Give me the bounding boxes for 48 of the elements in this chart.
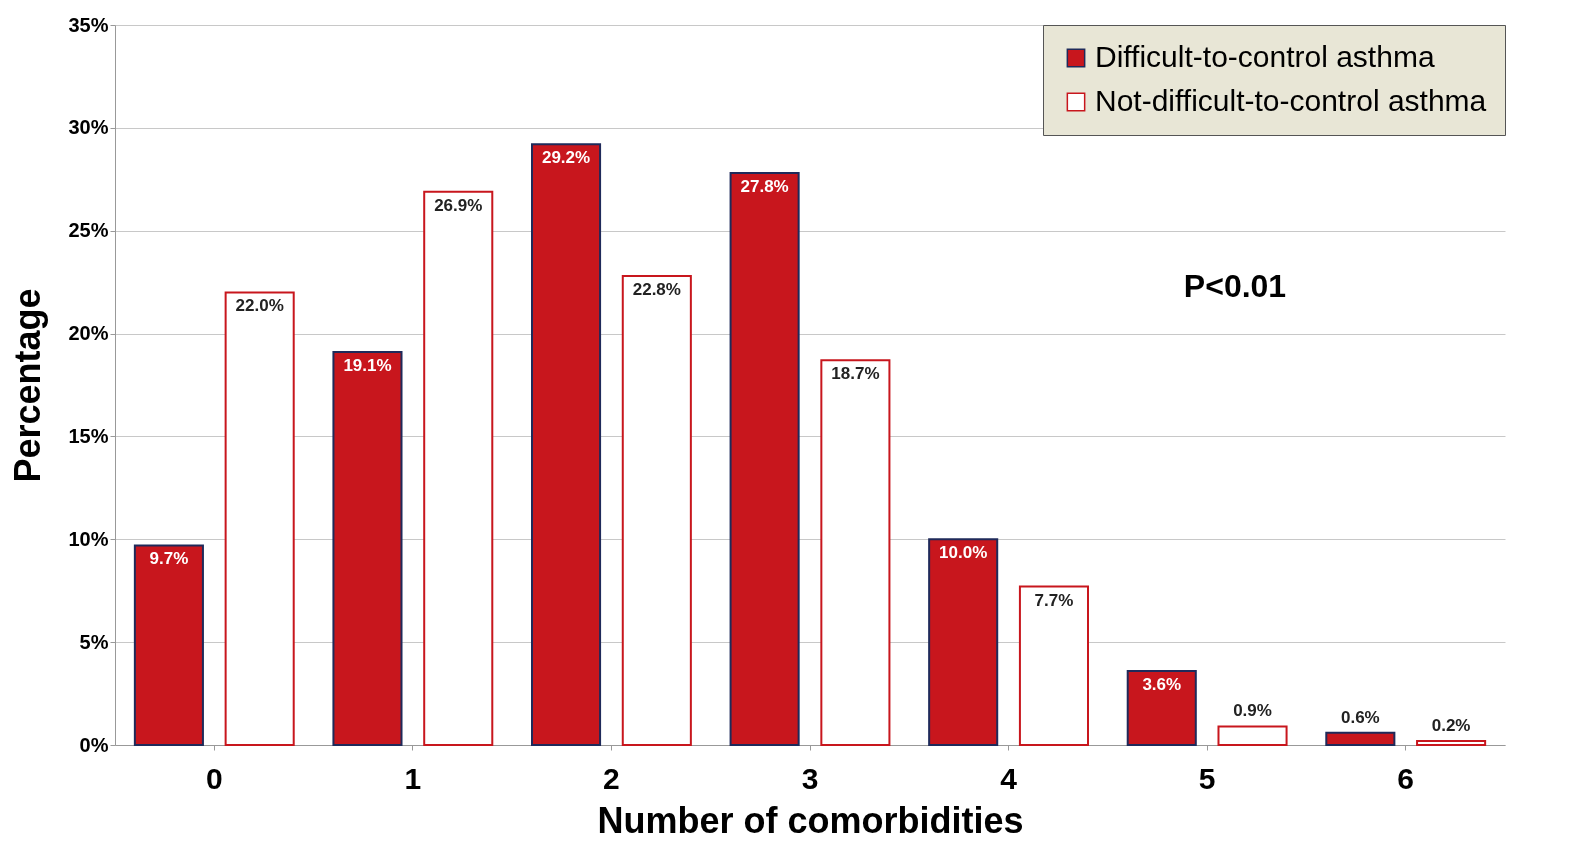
bar bbox=[928, 538, 999, 746]
bar bbox=[133, 544, 204, 746]
y-tick-label: 35% bbox=[68, 13, 109, 36]
x-tick-label: 5 bbox=[1198, 761, 1216, 795]
x-tick-label: 6 bbox=[1397, 761, 1415, 795]
data-label: 7.7% bbox=[1034, 590, 1074, 610]
x-tick-label: 4 bbox=[1000, 761, 1018, 795]
x-axis-title: Number of comorbidities bbox=[597, 799, 1024, 841]
bar bbox=[621, 274, 692, 746]
annotation: P<0.01 bbox=[1183, 268, 1287, 304]
data-label: 19.1% bbox=[343, 356, 392, 376]
x-tick-label: 2 bbox=[603, 761, 620, 795]
data-label: 22.0% bbox=[235, 296, 284, 316]
x-tick-label: 3 bbox=[801, 761, 819, 795]
y-tick-label: 5% bbox=[79, 630, 109, 653]
bar bbox=[531, 143, 602, 746]
data-label: 27.8% bbox=[740, 177, 789, 197]
y-tick-label: 25% bbox=[68, 219, 109, 242]
data-label: 29.2% bbox=[541, 148, 591, 168]
bar bbox=[1325, 731, 1396, 746]
bar bbox=[423, 190, 494, 746]
data-label: 0.9% bbox=[1233, 701, 1272, 721]
data-label: 3.6% bbox=[1142, 674, 1182, 694]
bar bbox=[729, 172, 800, 746]
x-tick-label: 0 bbox=[205, 761, 223, 795]
data-label: 9.7% bbox=[149, 549, 189, 569]
bar bbox=[1018, 585, 1089, 746]
y-tick-label: 20% bbox=[68, 322, 109, 345]
y-tick-label: 15% bbox=[68, 424, 109, 447]
data-label: 18.7% bbox=[831, 364, 880, 384]
legend-label: Difficult-to-control asthma bbox=[1095, 40, 1435, 73]
legend-label: Not-difficult-to-control asthma bbox=[1095, 84, 1487, 117]
bar bbox=[224, 291, 295, 746]
y-tick-label: 30% bbox=[68, 116, 109, 139]
x-tick-label: 1 bbox=[404, 761, 422, 795]
bar bbox=[332, 351, 403, 746]
y-tick-label: 0% bbox=[79, 733, 109, 756]
data-label: 0.2% bbox=[1431, 715, 1471, 735]
bar bbox=[820, 359, 891, 746]
data-label: 26.9% bbox=[434, 195, 483, 215]
bar bbox=[1126, 669, 1197, 746]
bar bbox=[1416, 739, 1487, 746]
y-axis-title: Percentage bbox=[7, 288, 49, 483]
data-label: 10.0% bbox=[939, 543, 988, 563]
data-label: 0.6% bbox=[1340, 707, 1380, 727]
y-tick-label: 10% bbox=[68, 527, 109, 550]
bar bbox=[1217, 725, 1288, 746]
data-label: 22.8% bbox=[632, 279, 681, 299]
